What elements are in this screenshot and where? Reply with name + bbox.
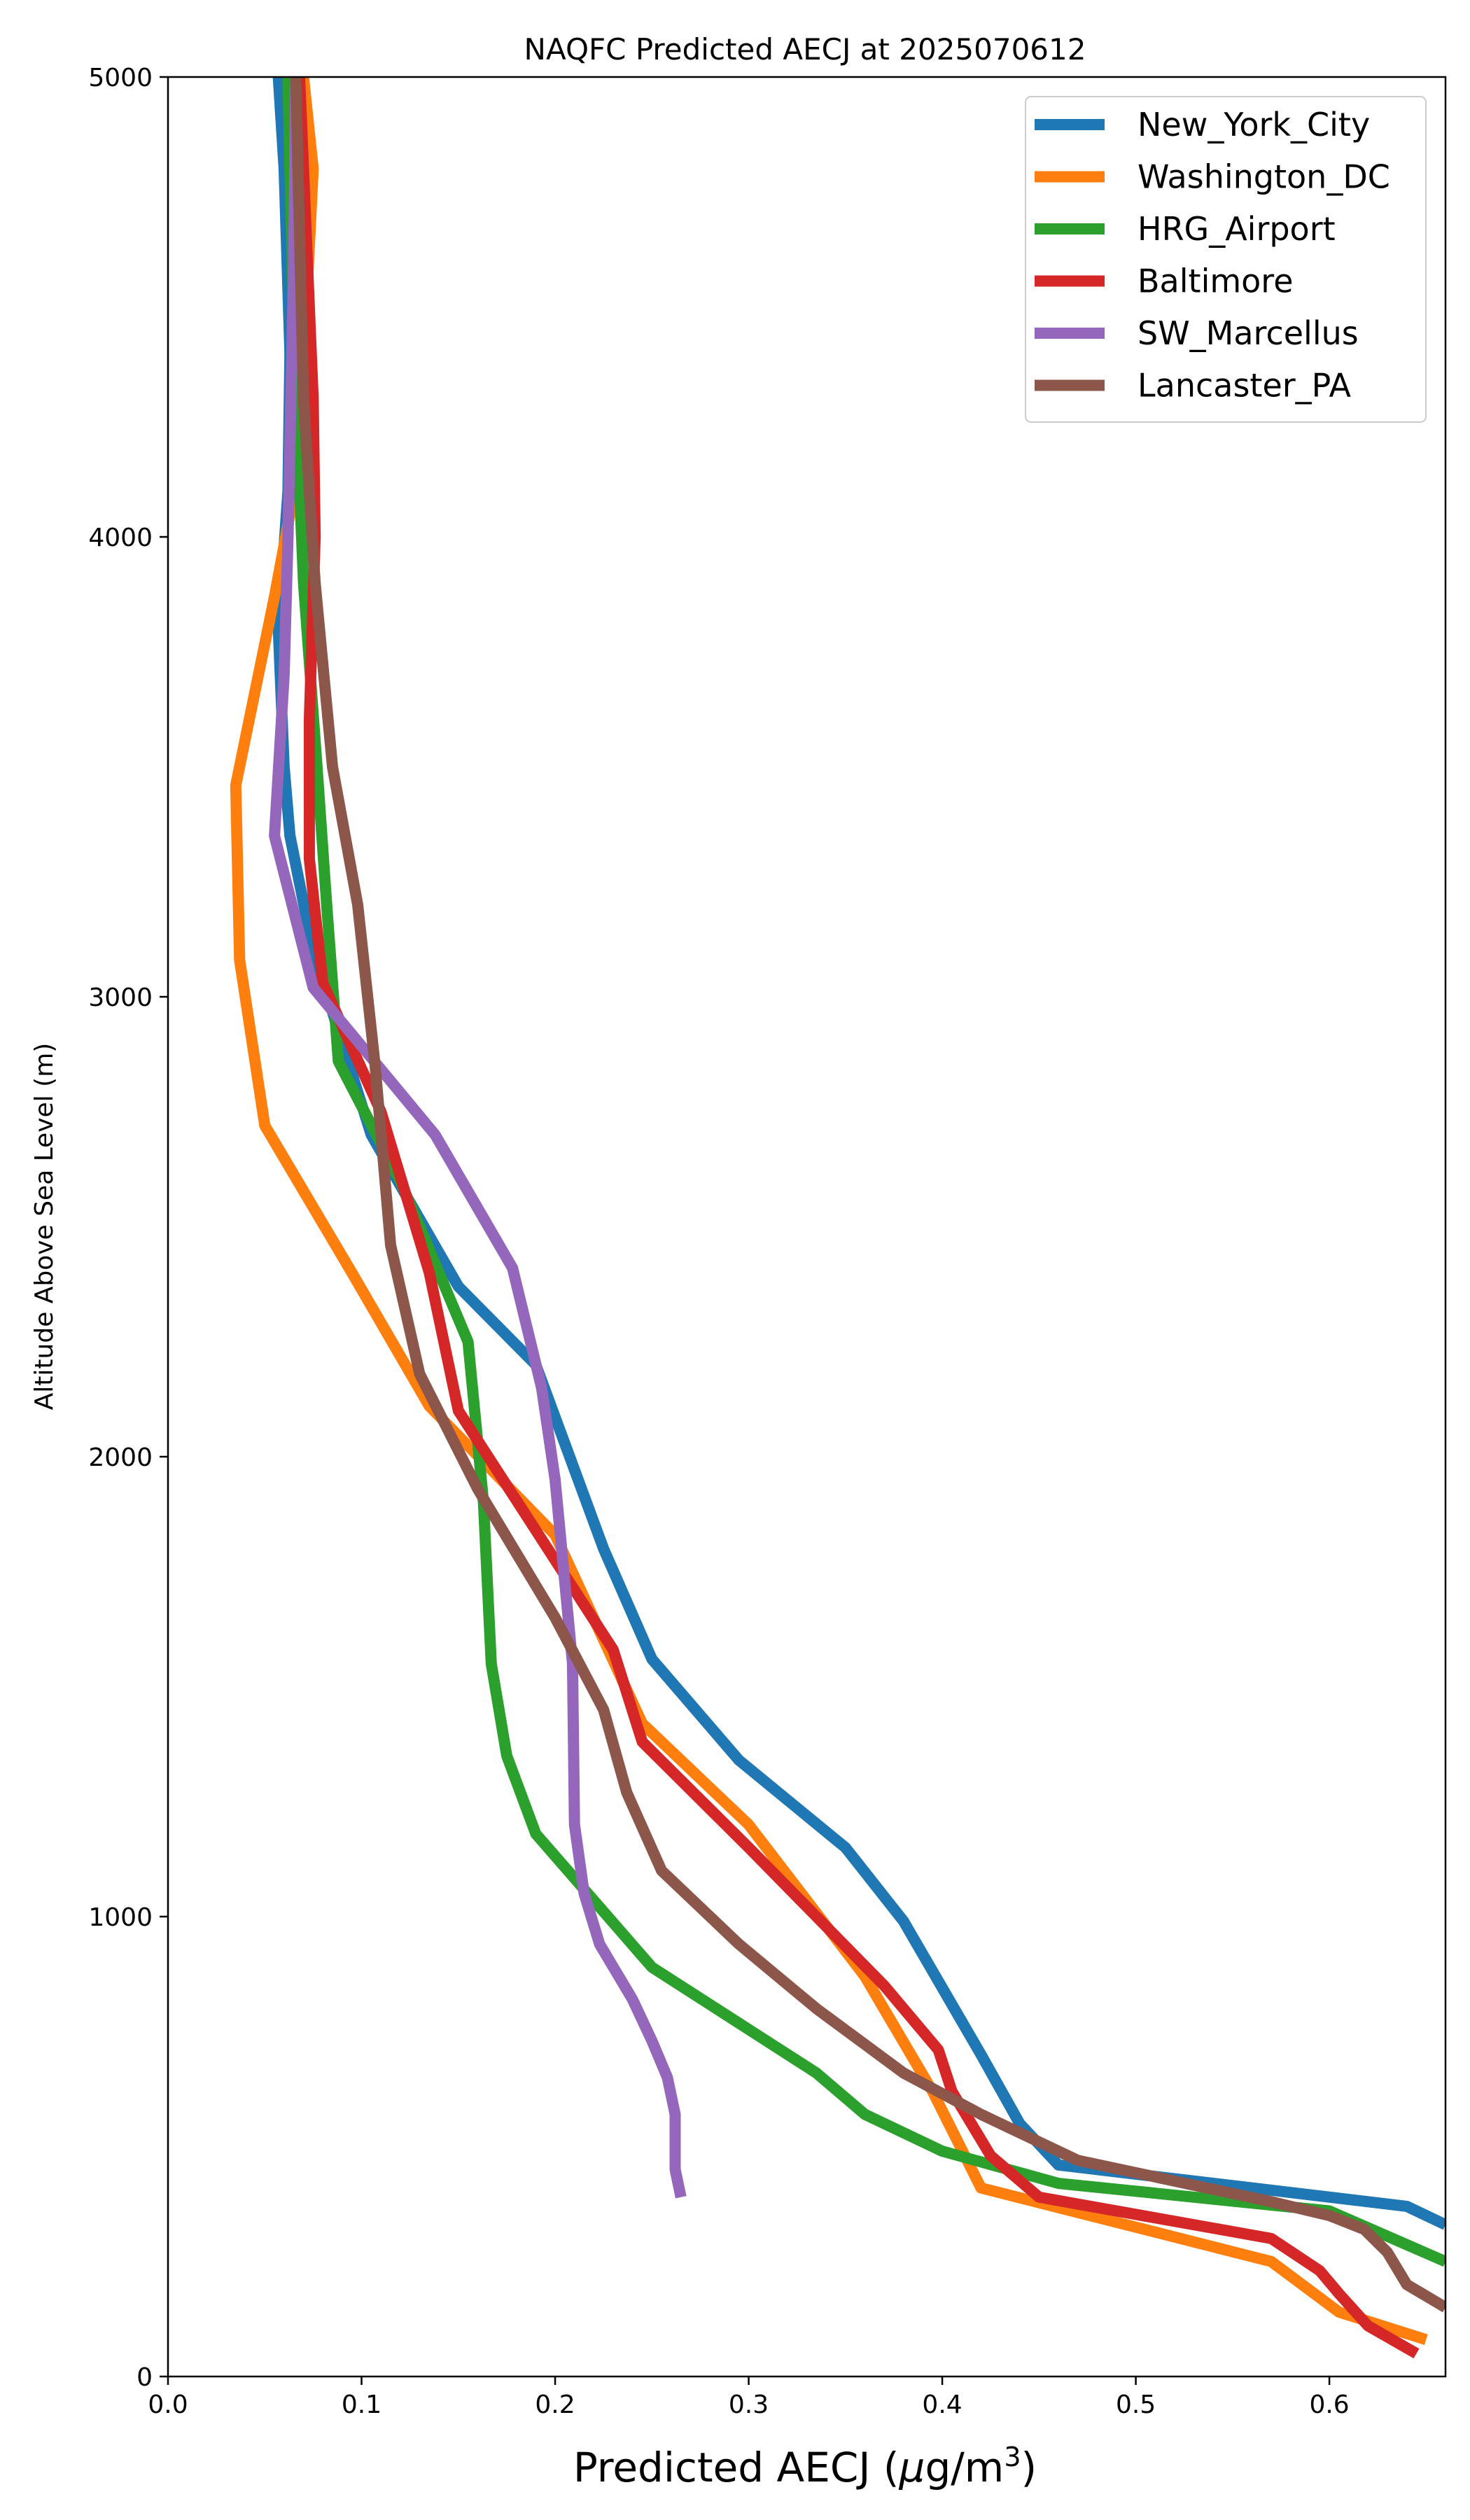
y-tick-label: 5000 [88,64,153,92]
series-line-Baltimore [294,77,1420,2359]
y-tick-label: 2000 [88,1443,153,1472]
x-tick-label: 0.0 [148,2390,188,2419]
x-axis-label-close: ) [1021,2444,1037,2491]
x-tick-label: 0.1 [342,2390,382,2419]
series-line-Lancaster_PA [290,77,1446,2313]
legend-label: SW_Marcellus [1138,314,1359,352]
legend: New_York_City Washington_DC HRG_Airport Bal… [1025,96,1427,423]
x-tick-label: 0.6 [1309,2390,1349,2419]
legend-label: Washington_DC [1138,158,1390,196]
x-tick-label: 0.3 [729,2390,769,2419]
legend-label: New_York_City [1138,106,1370,144]
y-tick-label: 1000 [88,1903,153,1932]
x-tick-label: 0.2 [535,2390,575,2419]
x-tick-label: 0.4 [922,2390,962,2419]
plot-frame [167,76,1447,2378]
y-tick-label: 0 [136,2363,153,2392]
y-tick-label: 4000 [88,524,153,552]
y-axis-label: Altitude Above Sea Level (m) [30,1043,59,1410]
plot-series [230,77,1446,2359]
legend-box [1025,96,1427,423]
legend-label: HRG_Airport [1138,210,1336,248]
y-tick-label: 3000 [88,983,153,1012]
y-axis: 0 1000 2000 3000 4000 5000 [88,64,168,2392]
x-axis-label: Predicted AECJ (μg/m3) [573,2442,1037,2491]
x-axis-label-main: Predicted AECJ ( [573,2444,899,2491]
x-tick-label: 0.5 [1116,2390,1156,2419]
series-line-SW_Marcellus [269,77,687,2199]
chart-title: NAQFC Predicted AECJ at 2025070612 [524,32,1086,66]
x-axis-label-unit: g/m [925,2444,1004,2491]
series-line-HRG_Airport [282,77,1446,2267]
legend-label: Baltimore [1138,262,1294,300]
x-axis-label-exponent: 3 [1004,2442,1021,2472]
x-axis: 0.0 0.1 0.2 0.3 0.4 0.5 0.6 [148,2376,1350,2419]
legend-label: Lancaster_PA [1138,367,1351,405]
x-axis-label-mu: μ [899,2444,925,2491]
